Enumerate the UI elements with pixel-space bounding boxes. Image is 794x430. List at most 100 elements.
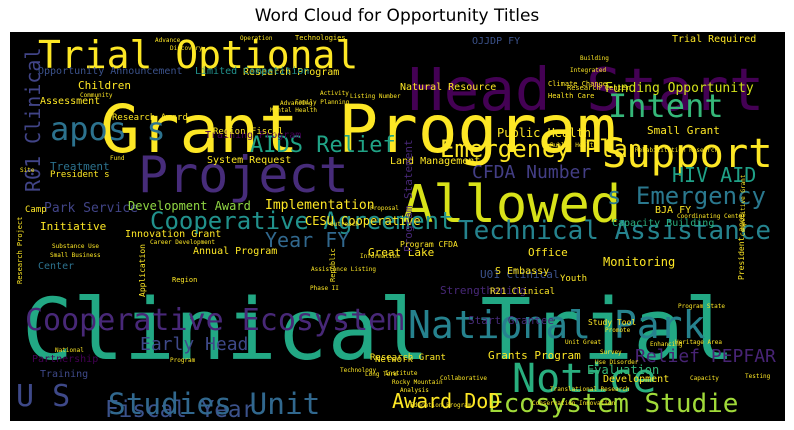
cloud-word: Conservation Innovation: [532, 400, 615, 407]
cloud-word: Ecosystem Studie: [488, 389, 738, 419]
cloud-word: Park Service: [44, 201, 138, 216]
cloud-word: Region Fiscal: [213, 127, 283, 137]
cloud-word: Use Disorder: [595, 359, 639, 366]
cloud-word: Funding Opportunity: [605, 81, 754, 96]
cloud-word: Office: [528, 246, 568, 259]
cloud-word: Annual Program: [193, 246, 277, 257]
cloud-word: R01 Clinical: [21, 48, 45, 193]
cloud-word: President s: [50, 170, 110, 180]
cloud-word: Information: [360, 253, 400, 260]
cloud-word: Small Grant: [647, 124, 720, 137]
cloud-word: s Emergency: [607, 182, 766, 210]
cloud-word: Studies Unit: [108, 387, 320, 421]
cloud-word: Trial Optional: [38, 33, 358, 77]
cloud-word: Translational Research: [550, 386, 630, 393]
cloud-word: Limited Competition: [195, 66, 309, 77]
cloud-word: Institute: [385, 370, 418, 377]
cloud-word: Allowed: [402, 175, 621, 235]
cloud-word: Grants Program: [488, 349, 581, 362]
cloud-word: Treatment: [50, 160, 110, 173]
cloud-word: Training: [40, 369, 88, 380]
cloud-word: Analysis: [400, 387, 429, 394]
cloud-word: Activity: [320, 90, 349, 97]
cloud-word: Integrated: [570, 67, 607, 74]
word-cloud: Clinical Trial Grant Program Head Start Fis…: [10, 32, 785, 421]
cloud-word: Training Program: [205, 130, 301, 141]
cloud-word: Early Head: [140, 334, 248, 355]
cloud-word: Region: [172, 276, 197, 284]
cloud-word: BJA FY: [655, 205, 691, 216]
cloud-word: Development Award: [128, 199, 251, 213]
cloud-word: Fiscal Year: [105, 397, 255, 421]
cloud-word: Operation: [240, 35, 273, 42]
cloud-word: apos s: [50, 110, 166, 148]
cloud-word: Research Project: [16, 217, 24, 284]
cloud-word: Proposal: [370, 205, 399, 212]
cloud-word: Republic: [329, 248, 337, 282]
cloud-word: Intent: [608, 87, 724, 125]
cloud-word: Substance Use: [52, 243, 99, 250]
cloud-word: Natural Resource: [400, 82, 496, 93]
cloud-word: Competitive Grant: [740, 174, 747, 236]
cloud-word: Public Health: [497, 126, 591, 140]
cloud-word: Capacity: [690, 375, 719, 382]
cloud-word: Community: [80, 92, 113, 99]
cloud-word: Cooperative Agreement: [150, 207, 453, 235]
cloud-word: Relief PEPFAR: [635, 346, 776, 367]
cloud-word: Support: [602, 129, 773, 177]
cloud-word: Program Statement: [402, 139, 415, 252]
cloud-word: Program: [170, 357, 196, 364]
cloud-word: Health Care: [548, 92, 594, 100]
cloud-word: Clinical Trial: [22, 280, 735, 379]
cloud-word: U S: [16, 379, 70, 414]
cloud-word: Year FY: [265, 228, 349, 252]
cloud-word: Listing Number: [350, 93, 401, 100]
cloud-word: Technologies: [295, 34, 346, 42]
cloud-word: Research Grant: [370, 353, 446, 363]
cloud-word: Children: [78, 79, 131, 92]
cloud-word: Advance: [155, 37, 181, 44]
cloud-word: S Embassy: [495, 266, 549, 277]
cloud-word: Cooperative Ecosystem: [25, 303, 404, 338]
cloud-word: OJJDP FY: [472, 36, 520, 47]
cloud-word: Project: [138, 146, 349, 204]
cloud-word: Discovery: [170, 45, 203, 52]
cloud-word: Research Program: [243, 67, 339, 78]
cloud-word: Heritage Area: [675, 339, 722, 346]
cloud-word: Initiative: [40, 220, 106, 233]
cloud-word: Evaluation: [587, 363, 659, 377]
cloud-word: Innovation Grant: [125, 229, 221, 240]
cloud-word: Start Grantee: [468, 314, 554, 327]
cloud-word: Education Program: [410, 402, 472, 409]
cloud-word: Monitoring: [603, 255, 675, 269]
cloud-word: Youth: [560, 274, 587, 284]
cloud-word: Testing: [745, 373, 771, 380]
cloud-word: CESU Cooperative: [305, 214, 421, 228]
cloud-word: Strengthening: [440, 284, 526, 297]
cloud-word: Promote: [605, 327, 631, 334]
cloud-word: Network: [375, 355, 414, 365]
cloud-word: Assistance Listing: [311, 266, 376, 273]
cloud-word: Partnership: [32, 354, 98, 365]
cloud-word: President apos: [737, 212, 746, 280]
cloud-word: Unit Great: [565, 339, 602, 346]
cloud-word: Public Health: [550, 142, 597, 149]
cloud-word: Rocky Mountain: [392, 379, 443, 386]
cloud-word: Long Term: [365, 371, 398, 378]
cloud-word: Coordinating Center: [677, 213, 746, 220]
cloud-word: Technology: [340, 367, 377, 374]
cloud-word: Collaborative: [440, 375, 487, 382]
cloud-word: Emergency Plan: [440, 135, 642, 163]
cloud-word: Phase II: [310, 285, 339, 292]
cloud-word: Application: [138, 244, 147, 297]
cloud-word: U01 Clinical: [480, 268, 559, 281]
cloud-word: Survey: [600, 349, 622, 356]
cloud-word: Opportunity Announcement: [38, 66, 183, 77]
cloud-word: Award DoD: [392, 389, 500, 413]
cloud-word: Capacity Building: [612, 218, 714, 229]
cloud-word: Family Planning: [295, 99, 350, 106]
cloud-word: Research Center: [567, 84, 630, 92]
cloud-word: Trial Required: [672, 34, 756, 45]
cloud-word: Mental Health: [270, 107, 317, 114]
